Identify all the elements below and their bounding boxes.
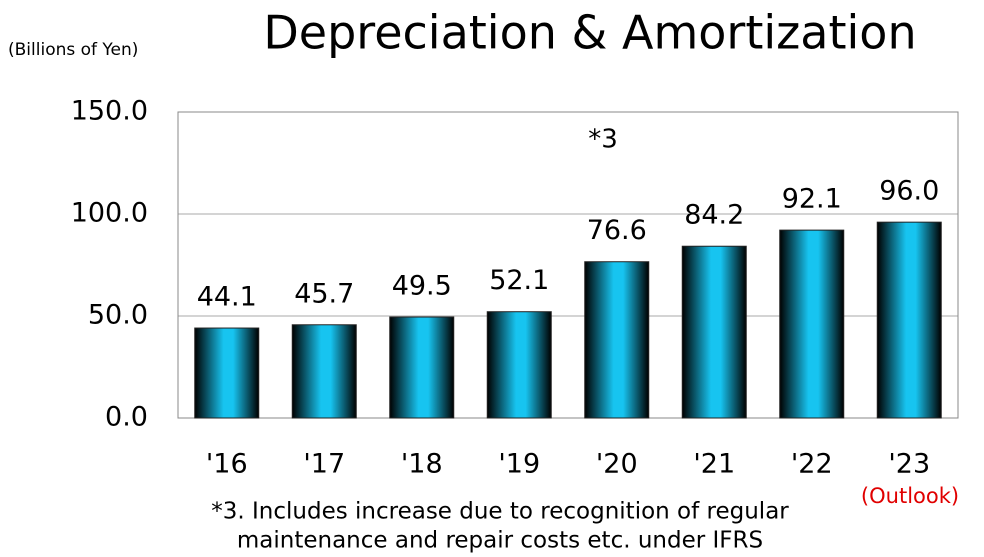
value-label: 52.1 xyxy=(489,265,549,296)
annotation: *3 xyxy=(588,125,618,155)
x-tick-label: '17 xyxy=(303,449,345,480)
y-tick-label: 150.0 xyxy=(71,96,148,127)
bar xyxy=(389,316,455,419)
bar xyxy=(584,261,650,419)
x-tick-label: '18 xyxy=(401,449,443,480)
value-label: 84.2 xyxy=(684,200,744,231)
bar xyxy=(486,311,552,419)
bar xyxy=(194,327,260,419)
value-label: 96.0 xyxy=(879,176,939,207)
bar xyxy=(291,324,357,419)
value-label: 49.5 xyxy=(392,271,452,302)
y-tick-label: 0.0 xyxy=(105,402,148,433)
value-label: 92.1 xyxy=(782,184,842,215)
y-tick-label: 50.0 xyxy=(88,300,148,331)
value-label: 45.7 xyxy=(294,278,354,309)
plot-frame xyxy=(177,111,959,419)
x-tick-label: '16 xyxy=(206,449,248,480)
x-tick-label: '23 xyxy=(888,449,930,480)
x-tick-label: '21 xyxy=(693,449,735,480)
bar xyxy=(681,245,747,419)
x-tick-label: '19 xyxy=(498,449,540,480)
outlook-note: (Outlook) xyxy=(861,484,959,508)
unit-label: (Billions of Yen) xyxy=(8,40,138,60)
y-tick-label: 100.0 xyxy=(71,198,148,229)
value-label: 44.1 xyxy=(197,282,257,313)
footnote: *3. Includes increase due to recognition… xyxy=(211,499,789,525)
chart-title: Depreciation & Amortization xyxy=(263,6,916,60)
value-label: 76.6 xyxy=(587,215,647,246)
bar xyxy=(876,221,942,419)
x-tick-label: '22 xyxy=(791,449,833,480)
footnote: maintenance and repair costs etc. under … xyxy=(237,528,763,554)
x-tick-label: '20 xyxy=(596,449,638,480)
bar xyxy=(779,229,845,419)
